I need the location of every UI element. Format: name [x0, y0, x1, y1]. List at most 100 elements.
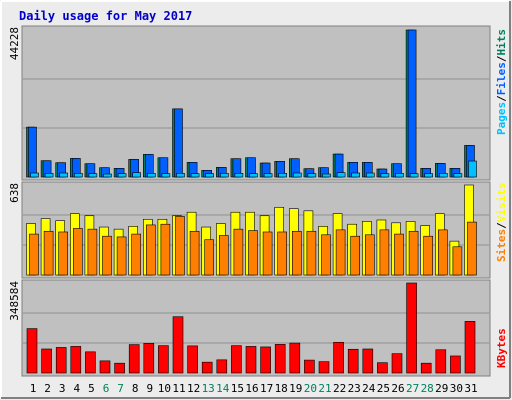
- day-label-24: 24: [362, 382, 376, 395]
- bar-sites-25: [379, 229, 390, 276]
- bar-sites-15: [233, 228, 244, 276]
- day-label-5: 5: [88, 382, 95, 395]
- bar-pages-14: [220, 173, 229, 178]
- day-label-23: 23: [348, 382, 361, 395]
- bar-pages-12: [190, 173, 200, 178]
- bars: [26, 29, 477, 374]
- bar-kbytes-31: [464, 321, 476, 374]
- bar-sites-13: [204, 239, 214, 276]
- bar-kbytes-5: [85, 351, 96, 374]
- kbytes-legend-item: KBytes: [495, 328, 508, 368]
- day-label-1: 1: [30, 382, 37, 395]
- bar-sites-24: [364, 234, 375, 276]
- bar-pages-31: [468, 160, 477, 178]
- bar-sites-27: [408, 230, 419, 276]
- day-label-26: 26: [391, 382, 404, 395]
- day-label-18: 18: [275, 382, 288, 395]
- hits-files-pages-ymax-label: 44228: [8, 27, 21, 60]
- day-label-12: 12: [187, 382, 200, 395]
- bar-kbytes-12: [187, 345, 198, 374]
- bar-pages-8: [132, 172, 141, 178]
- bar-sites-14: [219, 235, 229, 276]
- bar-kbytes-11: [172, 316, 184, 374]
- bar-sites-31: [467, 221, 477, 276]
- bar-sites-23: [350, 235, 361, 276]
- bar-kbytes-14: [216, 359, 228, 374]
- bar-pages-23: [351, 172, 361, 178]
- bar-pages-28: [424, 173, 434, 178]
- hits-files-pages-legend: Pages/Files/Hits: [495, 29, 508, 135]
- bar-files-27: [407, 29, 417, 178]
- bar-sites-9: [146, 224, 156, 276]
- bar-pages-24: [365, 172, 375, 178]
- bar-sites-10: [160, 223, 171, 276]
- bar-pages-21: [322, 173, 331, 178]
- bar-sites-21: [321, 234, 331, 276]
- hits-files-pages-legend-item: /: [495, 95, 508, 102]
- day-label-27: 27: [406, 382, 419, 395]
- bar-pages-11: [176, 173, 185, 178]
- bar-sites-6: [102, 235, 112, 276]
- day-label-30: 30: [450, 382, 463, 395]
- bar-sites-28: [423, 235, 434, 276]
- bar-pages-18: [278, 173, 288, 178]
- day-label-21: 21: [318, 382, 331, 395]
- bar-kbytes-22: [333, 341, 344, 374]
- visits-sites-ymax-label: 638: [8, 183, 21, 203]
- bar-kbytes-24: [362, 348, 374, 374]
- bar-sites-5: [87, 228, 98, 276]
- bar-sites-22: [335, 229, 346, 276]
- bar-pages-7: [117, 173, 127, 178]
- day-label-16: 16: [245, 382, 258, 395]
- hits-files-pages-legend-item: /: [495, 55, 508, 62]
- bar-pages-1: [30, 172, 39, 178]
- bar-kbytes-1: [26, 328, 38, 374]
- bar-pages-29: [438, 173, 448, 178]
- day-label-9: 9: [146, 382, 153, 395]
- bar-kbytes-19: [289, 342, 301, 374]
- bar-kbytes-15: [231, 345, 242, 374]
- bar-pages-2: [44, 173, 54, 178]
- kbytes-legend: KBytes: [495, 328, 508, 368]
- day-label-7: 7: [117, 382, 124, 395]
- bar-kbytes-6: [99, 360, 111, 374]
- bar-pages-3: [59, 172, 69, 178]
- bar-kbytes-26: [391, 353, 403, 374]
- bar-sites-8: [131, 233, 141, 276]
- day-label-13: 13: [202, 382, 215, 395]
- bar-sites-12: [189, 230, 200, 276]
- panel-hits-files-pages-bg: [21, 25, 491, 181]
- bar-kbytes-28: [420, 362, 432, 374]
- hits-files-pages-legend-item: Hits: [495, 29, 508, 56]
- day-label-31: 31: [464, 382, 477, 395]
- bar-kbytes-23: [347, 348, 359, 374]
- bar-sites-11: [175, 216, 185, 276]
- bar-sites-30: [452, 246, 463, 276]
- bar-kbytes-29: [435, 349, 447, 374]
- day-label-3: 3: [59, 382, 66, 395]
- bar-sites-26: [394, 233, 404, 276]
- bar-sites-16: [248, 230, 258, 276]
- bar-kbytes-7: [114, 362, 125, 374]
- chart-title: Daily usage for May 2017: [19, 9, 192, 23]
- bar-kbytes-27: [406, 282, 417, 374]
- bar-pages-22: [336, 172, 346, 178]
- bar-kbytes-9: [143, 343, 155, 374]
- bar-sites-19: [291, 230, 302, 276]
- visits-sites-legend: Sites/Visits: [495, 183, 508, 263]
- bar-pages-16: [249, 173, 258, 178]
- bar-kbytes-30: [450, 355, 461, 374]
- bar-pages-25: [380, 173, 390, 178]
- bar-files-1: [28, 126, 37, 178]
- bar-pages-26: [395, 173, 404, 178]
- bar-kbytes-21: [318, 361, 330, 374]
- bar-sites-17: [262, 231, 273, 276]
- bar-kbytes-2: [41, 348, 52, 374]
- kbytes-ymax-label: 348584: [8, 281, 21, 321]
- bar-kbytes-20: [304, 359, 315, 374]
- bar-pages-10: [161, 173, 171, 178]
- bar-kbytes-16: [245, 346, 257, 374]
- bar-kbytes-4: [70, 346, 82, 374]
- bar-kbytes-13: [201, 361, 213, 374]
- day-label-8: 8: [132, 382, 139, 395]
